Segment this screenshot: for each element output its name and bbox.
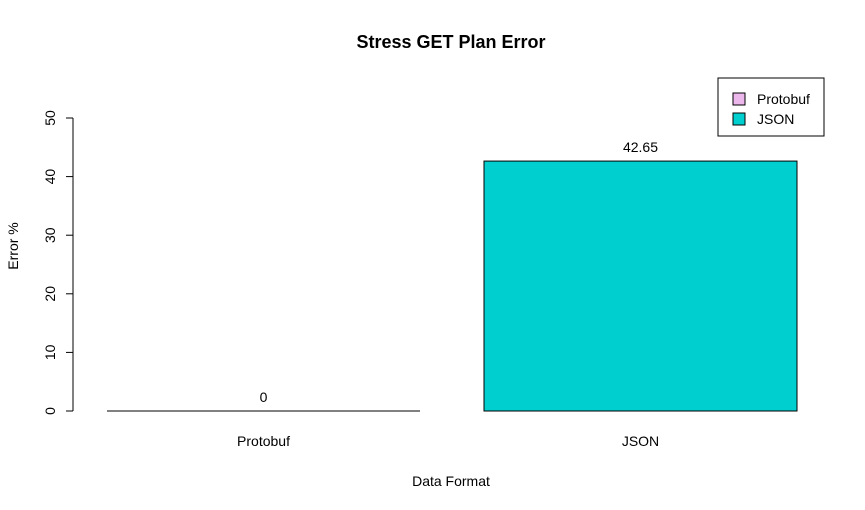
bars: 042.65 <box>107 139 798 412</box>
chart-title: Stress GET Plan Error <box>356 32 545 52</box>
y-axis: 0 10 20 30 40 50 <box>42 110 74 415</box>
legend: Protobuf JSON <box>717 77 825 137</box>
y-tick-label: 10 <box>42 344 58 360</box>
bar-value-label: 42.65 <box>623 139 658 155</box>
legend-swatch <box>732 92 746 106</box>
x-tick-label: Protobuf <box>237 433 290 449</box>
y-tick-label: 0 <box>42 407 58 415</box>
legend-label: JSON <box>757 111 794 127</box>
legend-box <box>717 77 825 137</box>
x-tick-label: JSON <box>622 433 659 449</box>
legend-swatch <box>732 112 746 126</box>
y-tick-label: 30 <box>42 227 58 243</box>
y-tick-label: 20 <box>42 286 58 302</box>
y-axis-label: Error % <box>5 222 21 269</box>
x-axis-label: Data Format <box>412 473 490 489</box>
x-tick-labels: Protobuf JSON <box>237 433 659 449</box>
bar-json <box>483 160 798 412</box>
y-tick-label: 50 <box>42 110 58 126</box>
legend-label: Protobuf <box>757 91 810 107</box>
bar-value-label: 0 <box>260 389 268 405</box>
y-tick-label: 40 <box>42 169 58 185</box>
